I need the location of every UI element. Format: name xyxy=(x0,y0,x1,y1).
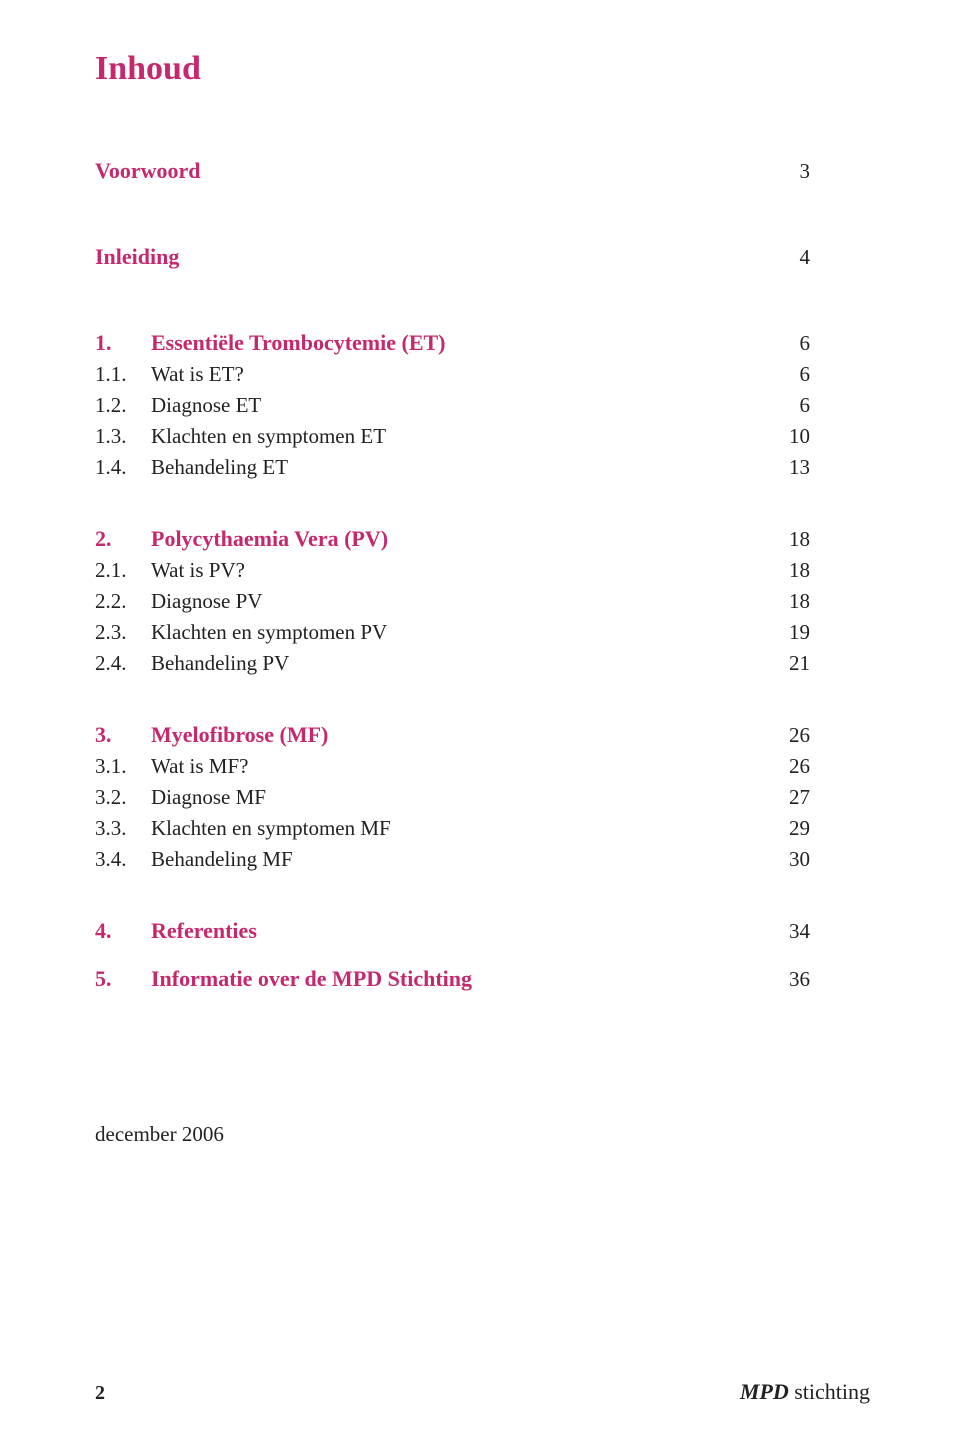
toc-label-3-2: Diagnose MF xyxy=(151,785,789,810)
toc-num-3-3: 3.3. xyxy=(95,816,151,841)
toc-num-1-3: 1.3. xyxy=(95,424,151,449)
toc-page-1-4: 13 xyxy=(789,455,810,480)
toc-label-2: Polycythaemia Vera (PV) xyxy=(151,526,789,552)
toc-label-2-1: Wat is PV? xyxy=(151,558,789,583)
toc-page-3-1: 26 xyxy=(789,754,810,779)
toc-num-5: 5. xyxy=(95,966,151,992)
toc-label-3: Myelofibrose (MF) xyxy=(151,722,789,748)
toc-row-2: 2. Polycythaemia Vera (PV) 18 xyxy=(95,526,870,552)
toc-row-5: 5. Informatie over de MPD Stichting 36 xyxy=(95,966,870,992)
toc-num-3-2: 3.2. xyxy=(95,785,151,810)
page: Inhoud Voorwoord 3 Inleiding 4 1. Essent… xyxy=(0,0,960,1441)
toc-section-inleiding: Inleiding xyxy=(95,244,800,270)
toc-label-1-1: Wat is ET? xyxy=(151,362,800,387)
toc-num-3-1: 3.1. xyxy=(95,754,151,779)
toc-num-2-2: 2.2. xyxy=(95,589,151,614)
toc-page-1-1: 6 xyxy=(800,362,811,387)
date-line: december 2006 xyxy=(95,1122,870,1147)
toc-row-3-1: 3.1. Wat is MF? 26 xyxy=(95,754,870,779)
toc-num-2-4: 2.4. xyxy=(95,651,151,676)
toc-label-2-3: Klachten en symptomen PV xyxy=(151,620,789,645)
toc-page-1-2: 6 xyxy=(800,393,811,418)
toc-label-1-3: Klachten en symptomen ET xyxy=(151,424,789,449)
brand: MPD stichting xyxy=(740,1379,870,1405)
toc-page-4: 34 xyxy=(789,919,810,944)
toc-row-3-4: 3.4. Behandeling MF 30 xyxy=(95,847,870,872)
toc-row-2-2: 2.2. Diagnose PV 18 xyxy=(95,589,870,614)
toc-num-1: 1. xyxy=(95,330,151,356)
toc-label-1-4: Behandeling ET xyxy=(151,455,789,480)
toc-num-1-1: 1.1. xyxy=(95,362,151,387)
page-number: 2 xyxy=(95,1382,105,1405)
toc-row-2-1: 2.1. Wat is PV? 18 xyxy=(95,558,870,583)
toc-page-2-1: 18 xyxy=(789,558,810,583)
toc-page-1-3: 10 xyxy=(789,424,810,449)
toc-page-3: 26 xyxy=(789,723,810,748)
toc-label-1: Essentiële Trombocytemie (ET) xyxy=(151,330,800,356)
toc-row-3-3: 3.3. Klachten en symptomen MF 29 xyxy=(95,816,870,841)
toc-num-1-4: 1.4. xyxy=(95,455,151,480)
toc-num-2: 2. xyxy=(95,526,151,552)
toc-row-3-2: 3.2. Diagnose MF 27 xyxy=(95,785,870,810)
toc-label-2-4: Behandeling PV xyxy=(151,651,789,676)
toc-num-2-1: 2.1. xyxy=(95,558,151,583)
toc-num-4: 4. xyxy=(95,918,151,944)
toc-page-3-4: 30 xyxy=(789,847,810,872)
toc-label-4: Referenties xyxy=(151,918,789,944)
brand-bold: MPD xyxy=(740,1379,789,1404)
toc-page-3-2: 27 xyxy=(789,785,810,810)
toc-row-1-2: 1.2. Diagnose ET 6 xyxy=(95,393,870,418)
toc-row-4: 4. Referenties 34 xyxy=(95,918,870,944)
toc-label-3-4: Behandeling MF xyxy=(151,847,789,872)
toc-label-3-1: Wat is MF? xyxy=(151,754,789,779)
toc-page-5: 36 xyxy=(789,967,810,992)
toc-page-voorwoord: 3 xyxy=(800,159,811,184)
toc-row-1-1: 1.1. Wat is ET? 6 xyxy=(95,362,870,387)
toc-page-2-2: 18 xyxy=(789,589,810,614)
page-title: Inhoud xyxy=(95,50,870,88)
toc-row-1-3: 1.3. Klachten en symptomen ET 10 xyxy=(95,424,870,449)
toc-row-2-3: 2.3. Klachten en symptomen PV 19 xyxy=(95,620,870,645)
page-footer: 2 MPD stichting xyxy=(95,1379,870,1405)
toc-num-1-2: 1.2. xyxy=(95,393,151,418)
toc-num-3: 3. xyxy=(95,722,151,748)
toc-label-5: Informatie over de MPD Stichting xyxy=(151,966,789,992)
toc-page-2-4: 21 xyxy=(789,651,810,676)
toc-page-2: 18 xyxy=(789,527,810,552)
toc-row-inleiding: Inleiding 4 xyxy=(95,244,870,270)
toc-page-inleiding: 4 xyxy=(800,245,811,270)
toc-row-1-4: 1.4. Behandeling ET 13 xyxy=(95,455,870,480)
brand-rest: stichting xyxy=(789,1379,870,1404)
toc-label-1-2: Diagnose ET xyxy=(151,393,800,418)
toc-row-3: 3. Myelofibrose (MF) 26 xyxy=(95,722,870,748)
toc-page-3-3: 29 xyxy=(789,816,810,841)
toc-page-2-3: 19 xyxy=(789,620,810,645)
toc-num-2-3: 2.3. xyxy=(95,620,151,645)
toc-row-2-4: 2.4. Behandeling PV 21 xyxy=(95,651,870,676)
toc-num-3-4: 3.4. xyxy=(95,847,151,872)
toc-page-1: 6 xyxy=(800,331,811,356)
toc-row-voorwoord: Voorwoord 3 xyxy=(95,158,870,184)
toc-label-2-2: Diagnose PV xyxy=(151,589,789,614)
toc-section-voorwoord: Voorwoord xyxy=(95,158,800,184)
toc-row-1: 1. Essentiële Trombocytemie (ET) 6 xyxy=(95,330,870,356)
toc-label-3-3: Klachten en symptomen MF xyxy=(151,816,789,841)
